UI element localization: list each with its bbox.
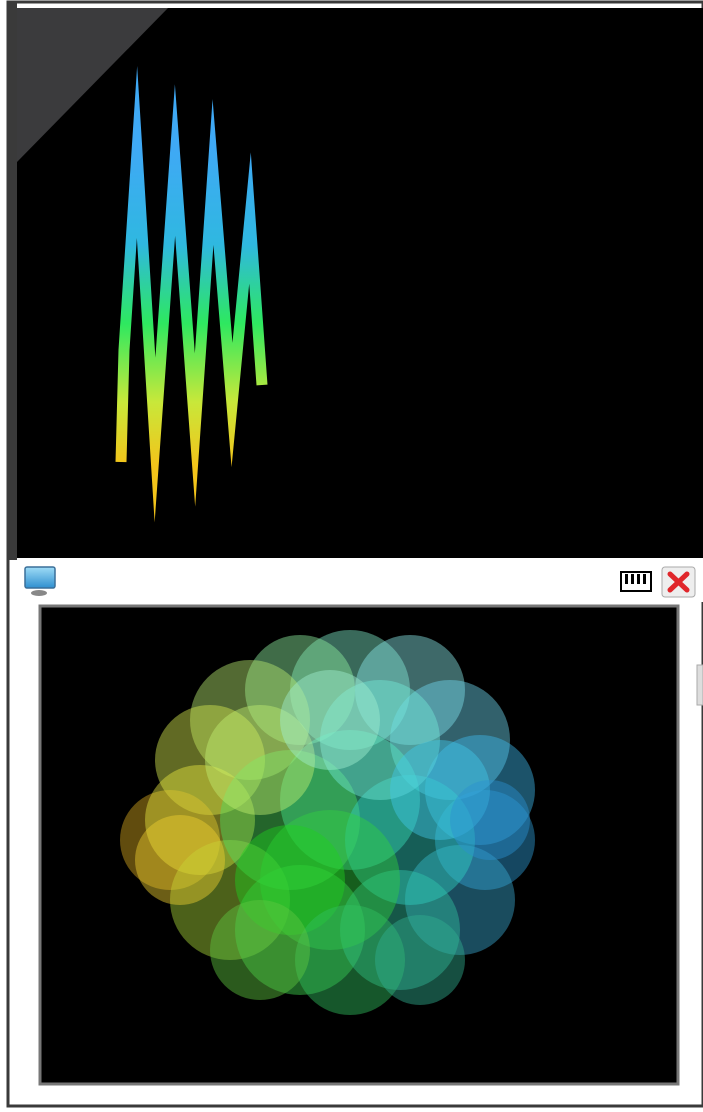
bubble-cloud <box>120 630 535 1015</box>
bubble <box>120 790 220 890</box>
toolbar <box>17 558 703 602</box>
bubble <box>405 845 515 955</box>
bubble <box>205 705 315 815</box>
monitor-icon[interactable] <box>24 566 56 596</box>
bubble <box>425 735 535 845</box>
bubble <box>375 915 465 1005</box>
bubble-panel <box>38 604 680 1086</box>
bubble <box>340 870 460 990</box>
visualizer-panel <box>17 8 703 558</box>
bubble <box>245 635 355 745</box>
bubble <box>135 815 225 905</box>
bubble <box>155 705 265 815</box>
bubble <box>390 680 510 800</box>
bubble <box>280 730 420 870</box>
frame-side <box>8 2 17 560</box>
bubble <box>320 680 440 800</box>
bubble <box>290 630 410 750</box>
close-button[interactable] <box>661 566 696 598</box>
piano-icon[interactable] <box>620 571 652 592</box>
bubble <box>235 865 365 995</box>
bubble <box>220 750 360 890</box>
bubble <box>210 900 310 1000</box>
bubble <box>345 775 475 905</box>
bubble <box>190 660 310 780</box>
bubble <box>435 790 535 890</box>
waveform <box>115 65 268 523</box>
bubble <box>450 780 530 860</box>
corner-fold <box>17 8 168 162</box>
side-handle <box>696 664 703 706</box>
bubble <box>280 670 380 770</box>
bubble <box>260 810 400 950</box>
bubble <box>295 905 405 1015</box>
bubble <box>355 635 465 745</box>
bubble <box>145 765 255 875</box>
bubble <box>390 740 490 840</box>
bubble <box>235 825 345 935</box>
bubble <box>170 840 290 960</box>
